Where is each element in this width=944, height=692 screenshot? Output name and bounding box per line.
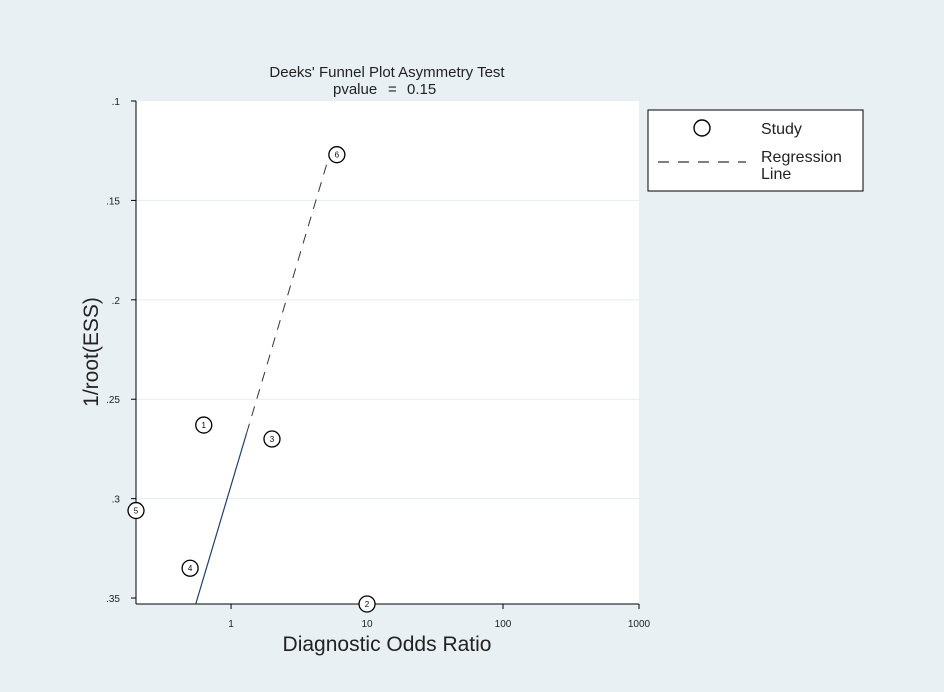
regression-line-dashed xyxy=(246,154,331,434)
study-marker xyxy=(195,416,213,434)
y-axis-label: 1/root(ESS) xyxy=(80,297,103,407)
study-points: 1 2 3 4 5 6 xyxy=(127,146,376,613)
x-axis-label: Diagnostic Odds Ratio xyxy=(283,633,492,656)
study-point-4: 4 xyxy=(181,559,199,577)
study-point-6: 6 xyxy=(328,146,346,164)
x-tick-label: 10 xyxy=(361,619,373,630)
study-point-2: 2 xyxy=(358,595,376,613)
legend-regression-label-line1: Regression xyxy=(761,149,842,166)
x-tick-label: 100 xyxy=(495,619,512,630)
study-marker xyxy=(181,559,199,577)
study-marker xyxy=(127,501,145,520)
study-point-label: 4 xyxy=(188,564,193,573)
pvalue-value: 0.15 xyxy=(407,81,436,98)
study-point-label: 1 xyxy=(202,421,207,430)
study-marker xyxy=(263,430,281,448)
study-point-label: 2 xyxy=(365,600,370,609)
study-point-3: 3 xyxy=(263,430,281,448)
y-tick-label: .15 xyxy=(106,196,120,207)
grid-lines xyxy=(136,199,639,500)
study-marker xyxy=(328,146,346,164)
y-ticks: .1 .15 .2 .25 .3 .35 xyxy=(106,97,136,605)
legend-study-label: Study xyxy=(761,121,802,138)
regression-line-solid xyxy=(195,433,248,605)
regression-line xyxy=(195,154,331,605)
study-marker xyxy=(358,595,376,613)
chart-title: Deeks' Funnel Plot Asymmetry Test xyxy=(269,64,505,81)
study-point-label: 5 xyxy=(134,507,139,516)
x-tick-label: 1000 xyxy=(628,619,651,630)
study-point-label: 3 xyxy=(270,435,275,444)
y-tick-label: .3 xyxy=(112,495,121,506)
pvalue-equals: = xyxy=(388,81,397,98)
x-ticks: 1 10 100 1000 xyxy=(228,604,651,630)
plot-area xyxy=(136,101,639,604)
y-tick-label: .25 xyxy=(106,395,120,406)
y-tick-label: .2 xyxy=(112,296,121,307)
x-tick-label: 1 xyxy=(228,619,234,630)
y-tick-label: .1 xyxy=(112,97,121,108)
pvalue-label: pvalue xyxy=(333,81,377,98)
legend-regression-label-line2: Line xyxy=(761,166,791,183)
legend: Study Regression Line xyxy=(647,109,864,192)
legend-study-marker xyxy=(693,119,711,137)
study-point-1: 1 xyxy=(195,416,213,434)
study-point-label: 6 xyxy=(335,151,340,160)
study-point-5: 5 xyxy=(127,501,145,520)
y-tick-label: .35 xyxy=(106,594,120,605)
legend-box xyxy=(647,109,864,192)
chart-subtitle: pvalue = 0.15 xyxy=(333,81,436,98)
